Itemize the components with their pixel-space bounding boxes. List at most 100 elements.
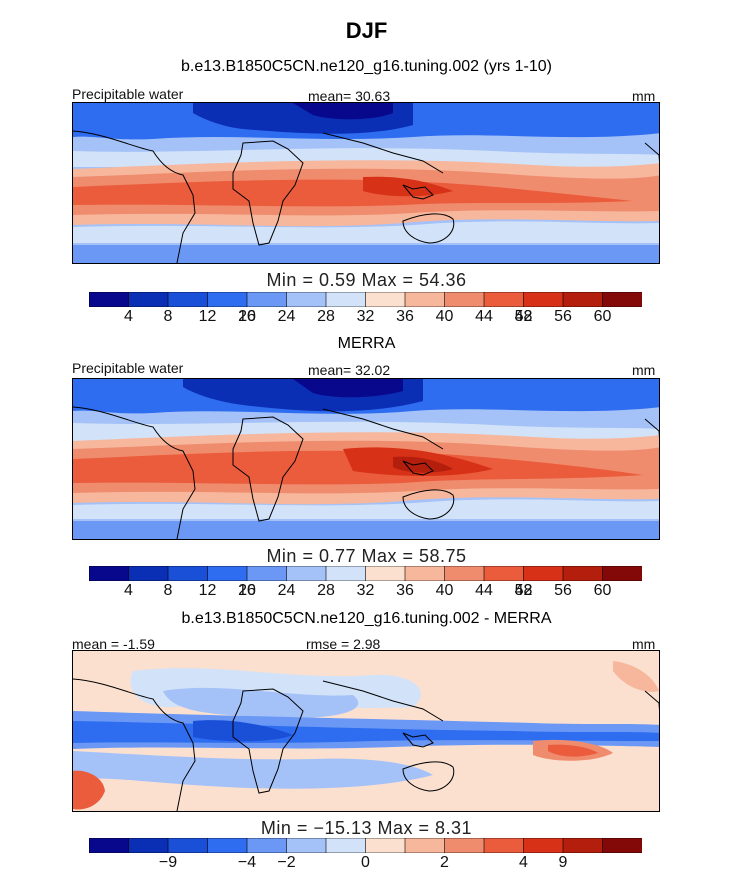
colorbar-tick-label: 48 [514,582,533,599]
colorbar-swatch-10 [444,838,485,853]
colorbar-swatch-8 [365,292,406,307]
panel-3-colorbar-ticks: −9 −4 −2 0 2 4 9 [0,854,733,876]
colorbar-swatch-5 [246,566,288,581]
colorbar-swatch-6 [286,292,327,307]
colorbar-swatch-3 [167,838,209,853]
panel-1-colorbar [89,292,642,307]
colorbar-swatch-3 [167,566,209,581]
panel-3-subtitle: b.e13.B1850C5CN.ne120_g16.tuning.002 - M… [181,610,552,627]
colorbar-tick-label: 28 [317,582,335,599]
colorbar-tick-label: 16 [238,308,256,325]
colorbar-swatch-7 [325,838,367,853]
colorbar-tick-label: 9 [558,854,568,871]
colorbar-tick-label: 44 [475,582,493,599]
colorbar-swatch-4 [207,838,248,853]
colorbar-swatch-1 [89,838,130,853]
panel-2-map [72,378,660,540]
colorbar-swatch-4 [207,292,248,307]
panel-2-colorbar [89,566,642,581]
colorbar-swatch-2 [128,292,169,307]
panel-3-rmse-label: rmse = 2.98 [306,636,381,652]
panel-3-minmax: Min = −15.13 Max = 8.31 [260,818,473,838]
colorbar-swatch-3 [167,292,209,307]
panel-3-map [72,650,660,812]
panel-3-units-label: mm [632,636,656,652]
colorbar-swatch-12 [523,566,564,581]
panel-1-mean-label: mean= 30.63 [308,88,391,104]
colorbar-tick-label: 4 [124,308,133,325]
colorbar-tick-label: 16 [238,582,256,599]
colorbar-tick-label: 12 [198,582,217,599]
panel-1-colorbar-ticks: 4 8 12 16 20 24 28 32 36 40 44 48 52 56 60 [0,308,733,330]
main-title: DJF [345,18,388,43]
colorbar-tick-label: 40 [435,308,454,325]
colorbar-tick-label: 52 [514,308,533,325]
colorbar-tick-label: 40 [435,582,454,599]
colorbar-swatch-14 [602,292,642,307]
colorbar-swatch-11 [483,292,525,307]
colorbar-swatch-12 [523,292,564,307]
colorbar-tick-label: 48 [514,308,533,325]
panel-1-units-label: mm [632,88,656,104]
colorbar-swatch-4 [207,566,248,581]
panel-3-colorbar [89,838,642,853]
colorbar-swatch-11 [483,838,525,853]
panel-1-left-label: Precipitable water [72,86,184,102]
colorbar-tick-label: 44 [475,308,493,325]
colorbar-swatch-11 [483,566,525,581]
colorbar-swatch-9 [404,292,446,307]
colorbar-tick-label: 8 [163,582,173,599]
colorbar-tick-label: 4 [124,582,133,599]
colorbar-swatch-8 [365,566,406,581]
colorbar-swatch-8 [365,838,406,853]
colorbar-tick-label: 20 [238,308,256,325]
colorbar-tick-label: 32 [356,582,375,599]
colorbar-tick-label: 60 [593,308,612,325]
colorbar-swatch-13 [562,292,604,307]
colorbar-swatch-12 [523,838,564,853]
panel-2-colorbar-ticks: 4 8 12 16 20 24 28 32 36 40 44 48 52 56 60 [0,582,733,604]
colorbar-tick-label: 56 [554,582,572,599]
panel-2-units-label: mm [632,362,656,378]
panel-1-map [72,102,660,264]
colorbar-tick-label: 56 [554,308,572,325]
colorbar-tick-label: 36 [396,308,414,325]
panel-3-mean-label: mean = -1.59 [72,636,155,652]
colorbar-tick-label: 4 [519,854,528,871]
colorbar-tick-label: 20 [238,582,256,599]
panel-2-mean-label: mean= 32.02 [308,362,391,378]
colorbar-swatch-1 [89,566,130,581]
colorbar-tick-label: 60 [593,582,612,599]
colorbar-swatch-9 [404,838,446,853]
colorbar-swatch-5 [246,292,288,307]
colorbar-tick-label: −9 [158,854,178,871]
colorbar-swatch-13 [562,566,604,581]
colorbar-swatch-5 [246,838,288,853]
colorbar-tick-label: 24 [277,582,296,599]
panel-1-minmax: Min = 0.59 Max = 54.36 [266,270,467,290]
colorbar-swatch-7 [325,292,367,307]
colorbar-swatch-10 [444,566,485,581]
colorbar-swatch-13 [562,838,604,853]
colorbar-tick-label: 8 [163,308,173,325]
colorbar-tick-label: −4 [237,854,257,871]
colorbar-swatch-14 [602,566,642,581]
colorbar-tick-label: 28 [317,308,335,325]
colorbar-tick-label: 36 [396,582,414,599]
colorbar-swatch-7 [325,566,367,581]
colorbar-tick-label: 32 [356,308,375,325]
colorbar-swatch-6 [286,566,327,581]
panel-1-subtitle: b.e13.B1850C5CN.ne120_g16.tuning.002 (yr… [181,58,552,75]
colorbar-swatch-10 [444,292,485,307]
colorbar-tick-label: 12 [198,308,217,325]
colorbar-tick-label: 24 [277,308,296,325]
colorbar-swatch-6 [286,838,327,853]
colorbar-swatch-9 [404,566,446,581]
colorbar-swatch-14 [602,838,642,853]
colorbar-tick-label: 0 [361,854,370,871]
colorbar-swatch-2 [128,838,169,853]
panel-2-subtitle: MERRA [337,335,396,352]
colorbar-tick-label: 52 [514,582,533,599]
panel-2-left-label: Precipitable water [72,360,184,376]
colorbar-tick-label: −2 [277,854,296,871]
